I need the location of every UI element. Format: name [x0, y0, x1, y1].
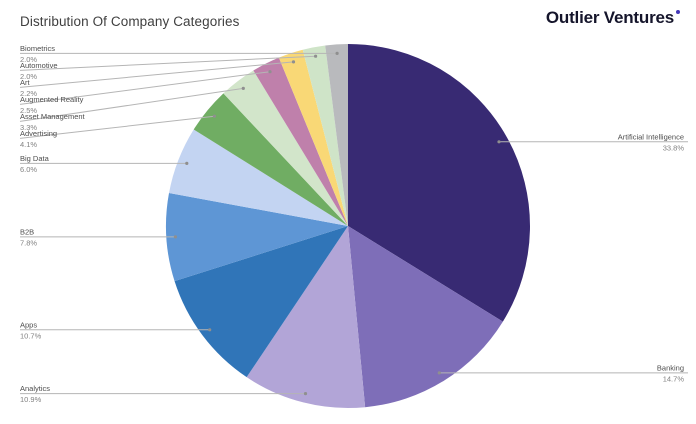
slice-label-apps: Apps [20, 320, 37, 329]
logo-text: Outlier Ventures [545, 8, 674, 27]
anchor-dot-big-data [185, 161, 189, 165]
pie-slice-augmented-reality[interactable] [253, 57, 348, 226]
slice-percent-art: 2.2% [20, 89, 37, 98]
leader-line-augmented-reality [19, 71, 271, 105]
pie-slice-b2b[interactable] [165, 193, 348, 282]
anchor-dot-automotive [314, 54, 318, 58]
pie-slice-automotive[interactable] [302, 45, 348, 226]
slice-percent-b2b: 7.8% [20, 238, 37, 247]
pie-slice-big-data[interactable] [169, 129, 348, 226]
anchor-dot-augmented-reality [268, 70, 272, 74]
anchor-dot-advertising [212, 114, 216, 118]
slice-percent-analytics: 10.9% [20, 395, 42, 404]
slice-percent-augmented-reality: 2.5% [20, 106, 37, 115]
anchor-dot-analytics [303, 392, 308, 396]
slice-label-banking: Banking [657, 363, 684, 372]
pie-slice-analytics[interactable] [246, 226, 366, 408]
slice-percent-biometrics: 2.0% [20, 55, 37, 64]
slice-label-advertising: Advertising [20, 129, 57, 138]
pie-slice-banking[interactable] [348, 226, 503, 408]
anchor-dot-biometrics [335, 51, 339, 56]
slice-percent-artificial-intelligence: 33.8% [663, 143, 685, 152]
slice-label-big-data: Big Data [20, 154, 50, 163]
slice-percent-advertising: 4.1% [20, 140, 37, 149]
slice-label-art: Art [20, 78, 31, 87]
slice-label-biometrics: Biometrics [20, 44, 55, 53]
pie-slice-asset-management[interactable] [223, 70, 348, 227]
slice-percent-apps: 10.7% [20, 331, 42, 340]
slice-percent-banking: 14.7% [663, 374, 685, 383]
outlier-ventures-logo: Outlier Ventures [546, 8, 680, 28]
anchor-dot-art [291, 60, 296, 64]
slice-label-augmented-reality: Augmented Reality [20, 95, 84, 104]
slice-label-artificial-intelligence: Artificial Intelligence [618, 132, 684, 141]
chart-title: Distribution Of Company Categories [20, 14, 240, 29]
pie-slice-art[interactable] [278, 49, 348, 226]
pie-slice-advertising[interactable] [193, 93, 348, 226]
anchor-dot-b2b [173, 235, 177, 239]
pie-slice-artificial-intelligence[interactable] [348, 44, 530, 322]
pie-slice-apps[interactable] [174, 226, 348, 378]
slice-label-automotive: Automotive [20, 61, 58, 70]
slice-label-analytics: Analytics [20, 384, 50, 393]
leader-line-asset-management [19, 87, 244, 122]
slice-label-asset-management: Asset Management [20, 112, 86, 121]
pie-slice-biometrics[interactable] [325, 44, 348, 226]
slice-percent-automotive: 2.0% [20, 72, 37, 81]
anchor-dot-apps [208, 328, 212, 332]
slice-percent-asset-management: 3.3% [20, 123, 37, 132]
anchor-dot-artificial-intelligence [497, 140, 501, 144]
anchor-dot-banking [437, 371, 441, 375]
slice-label-b2b: B2B [20, 227, 34, 236]
leader-line-art [19, 61, 294, 88]
anchor-dot-asset-management [241, 86, 245, 90]
logo-dot-icon [676, 10, 680, 14]
slice-percent-big-data: 6.0% [20, 165, 37, 174]
leader-line-automotive [19, 55, 316, 71]
leader-line-advertising [19, 115, 215, 139]
